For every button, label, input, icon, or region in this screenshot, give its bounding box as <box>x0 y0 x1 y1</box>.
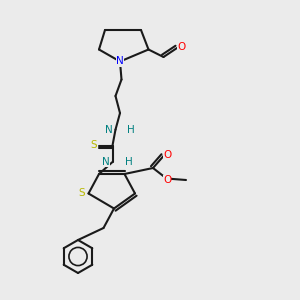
Text: H: H <box>124 157 132 167</box>
Text: H: H <box>128 124 135 135</box>
Text: N: N <box>102 157 110 167</box>
Text: O: O <box>163 149 171 160</box>
Text: N: N <box>105 124 112 135</box>
Text: S: S <box>79 188 85 199</box>
Text: N: N <box>116 56 124 67</box>
Text: O: O <box>177 41 186 52</box>
Text: O: O <box>163 175 171 185</box>
Text: S: S <box>90 140 97 151</box>
